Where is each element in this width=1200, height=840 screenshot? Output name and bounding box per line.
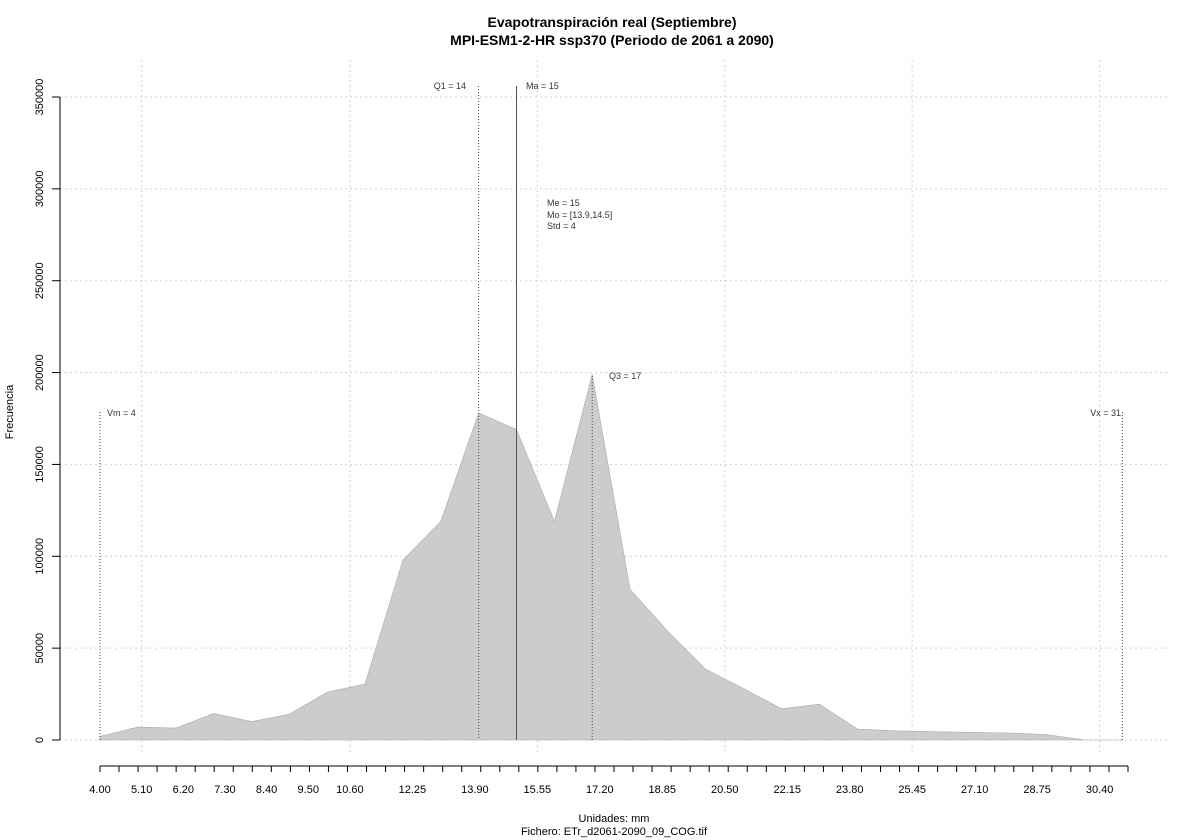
annotation-q3: Q3 = 17 <box>609 371 641 381</box>
x-tick-label-8: 13.90 <box>461 784 489 796</box>
x-axis: 4.00 5.10 6.20 7.30 8.40 9.50 10.60 12.25 13.90 1… <box>89 765 1129 796</box>
grid-lines <box>60 60 1170 752</box>
y-tick-label-3: 150000 <box>34 446 46 483</box>
file-caption: Fichero: ETr_d2061-2090_09_COG.tif <box>521 826 708 838</box>
stat-lines <box>99 86 1123 740</box>
x-tick-label-4: 8.40 <box>256 784 277 796</box>
chart-title: Evapotranspiración real (Septiembre) <box>488 14 737 30</box>
y-tick-label-7: 350000 <box>34 79 46 116</box>
x-tick-label-16: 27.10 <box>961 784 989 796</box>
stat-mode: Mo = [13.9,14.5] <box>547 210 612 220</box>
x-tick-label-9: 15.55 <box>524 784 552 796</box>
y-tick-label-4: 200000 <box>34 354 46 391</box>
x-tick-label-14: 23.80 <box>836 784 864 796</box>
y-axis: 0 50000 100000 150000 200000 250000 300000 3500… <box>34 79 61 743</box>
x-tick-label-1: 5.10 <box>131 784 152 796</box>
x-tick-label-5: 9.50 <box>298 784 319 796</box>
annotation-mean: Ma = 15 <box>526 81 559 91</box>
y-tick-label-5: 250000 <box>34 262 46 299</box>
x-tick-label-6: 10.60 <box>336 784 364 796</box>
frequency-area <box>99 374 1123 741</box>
annotation-q1: Q1 = 14 <box>434 81 466 91</box>
x-axis-label: Unidades: mm <box>579 813 650 825</box>
x-tick-label-2: 6.20 <box>173 784 194 796</box>
stat-median: Me = 15 <box>547 198 580 208</box>
y-tick-label-0: 0 <box>34 737 46 743</box>
x-tick-label-13: 22.15 <box>773 784 801 796</box>
frequency-area-layer <box>99 374 1123 741</box>
annotation-min: Vm = 4 <box>107 408 136 418</box>
x-tick-label-11: 18.85 <box>649 784 677 796</box>
x-tick-label-0: 4.00 <box>89 784 110 796</box>
chart-subtitle: MPI-ESM1-2-HR ssp370 (Periodo de 2061 a … <box>450 32 774 48</box>
y-tick-label-2: 100000 <box>34 538 46 575</box>
y-tick-label-6: 300000 <box>34 170 46 207</box>
y-tick-label-1: 50000 <box>34 633 46 664</box>
x-tick-label-10: 17.20 <box>586 784 614 796</box>
annotation-max: Vx = 31 <box>1090 408 1121 418</box>
x-tick-label-17: 28.75 <box>1023 784 1051 796</box>
x-tick-label-7: 12.25 <box>399 784 427 796</box>
x-tick-label-15: 25.45 <box>898 784 926 796</box>
y-axis-label: Frecuencia <box>4 384 16 439</box>
x-tick-label-3: 7.30 <box>214 784 235 796</box>
x-tick-label-18: 30.40 <box>1086 784 1114 796</box>
stat-std: Std = 4 <box>547 221 576 231</box>
x-tick-label-12: 20.50 <box>711 784 739 796</box>
